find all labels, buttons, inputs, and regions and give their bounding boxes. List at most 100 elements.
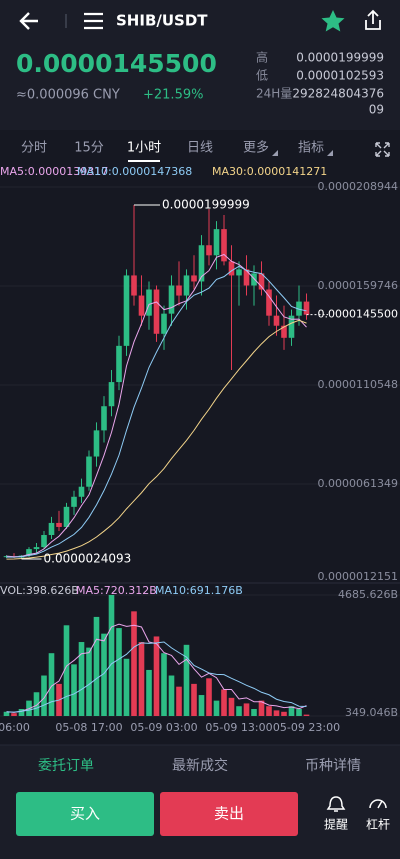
interval-tab[interactable]: 分时 — [21, 141, 47, 156]
candle-body — [101, 406, 107, 431]
y-tick-label: 0.0000012151 — [318, 570, 398, 583]
x-tick-label: 05-09 13:00 — [205, 721, 272, 734]
candle-body — [296, 301, 302, 316]
volume-bar — [243, 703, 250, 716]
volume-bar — [153, 636, 160, 716]
candle-body — [86, 456, 92, 487]
buy-label: 买入 — [70, 805, 100, 823]
interval-tab[interactable]: 15分 — [74, 141, 104, 156]
vol-label: 24H量 — [256, 87, 292, 101]
legend-entry: MA10:0.0000147368 — [77, 165, 192, 178]
high-label: 高 — [256, 50, 268, 65]
volume-bar — [228, 697, 235, 716]
buy-button[interactable] — [16, 792, 154, 836]
volume-bar — [131, 611, 137, 716]
candle-body — [236, 269, 242, 276]
share-button[interactable] — [365, 9, 381, 30]
volume-bar — [168, 675, 175, 716]
leverage-icon[interactable] — [369, 799, 387, 809]
ma-line — [6, 253, 307, 558]
candle-body — [266, 289, 272, 316]
x-tick-label: 05-09 03:00 — [130, 721, 197, 734]
menu-button[interactable] — [84, 12, 103, 30]
volume-bar — [251, 708, 257, 716]
volume-bar — [3, 711, 10, 716]
low-value: 0.0000102593 — [296, 69, 384, 83]
dropdown-icon — [327, 150, 333, 156]
volume-bar — [18, 708, 25, 716]
volume-bar — [86, 647, 92, 716]
candle-body — [161, 313, 167, 334]
leverage-label: 杠杆 — [366, 817, 390, 832]
candle-body — [48, 522, 55, 536]
low-label: 低 — [256, 69, 268, 83]
volume-bar — [273, 710, 280, 716]
volume-bar — [206, 678, 212, 716]
volume-bar — [116, 628, 122, 716]
volume-bar — [213, 700, 220, 716]
volume-bar — [138, 642, 145, 716]
volume-bar — [33, 692, 40, 716]
y-tick-label: 0.0000061349 — [318, 477, 398, 490]
volume-bar — [303, 714, 310, 716]
volume-bar — [183, 644, 190, 716]
pair: SHIB/USDT — [116, 12, 208, 30]
fullscreen-button[interactable] — [375, 142, 390, 157]
ma-line — [6, 265, 307, 558]
candle-body — [26, 549, 32, 556]
dropdown-icon — [272, 150, 278, 156]
legend-entry: MA30:0.0000141271 — [212, 165, 327, 178]
alert-label: 提醒 — [324, 817, 348, 832]
y-tick-label: 4685.626B — [338, 588, 398, 601]
sell-label: 卖出 — [214, 805, 244, 823]
interval-tab[interactable]: 1小时 — [127, 141, 161, 156]
candle-body — [288, 315, 295, 338]
volume-bar — [48, 653, 55, 716]
y-tick-label: 0.0000208944 — [318, 180, 398, 193]
candle-body — [176, 285, 182, 296]
y-tick-label: 0.0000110548 — [318, 378, 398, 391]
interval-tab[interactable]: 日线 — [187, 141, 213, 156]
candle-body — [191, 275, 197, 282]
tab[interactable]: 委托订单 — [38, 758, 94, 774]
volume-bar — [296, 708, 302, 716]
interval-tab[interactable]: 指标 — [298, 141, 324, 156]
candle-body — [213, 229, 220, 256]
volume-bar — [63, 625, 70, 716]
favorite-star[interactable] — [321, 10, 345, 32]
interval-tab[interactable]: 更多 — [243, 140, 269, 156]
vol-title: VOL:398.626B — [0, 584, 79, 597]
current-price: 0.0000145500 — [318, 308, 398, 321]
candle-body — [228, 261, 235, 276]
volume-bar — [258, 700, 265, 716]
y-tick-label: 349.046B — [345, 706, 398, 719]
volume-bar — [78, 642, 85, 716]
tab[interactable]: 最新成交 — [172, 757, 228, 774]
change: +21.59% — [143, 88, 203, 103]
chart-panel — [0, 130, 400, 745]
candle-body — [243, 269, 250, 286]
volume-bar — [281, 711, 287, 716]
legend-entry: MA10:691.176B — [155, 584, 243, 597]
candle-body — [41, 535, 47, 548]
volume-bar — [146, 669, 152, 716]
candle-body — [273, 315, 280, 326]
tab[interactable]: 币种详情 — [305, 758, 361, 774]
volume-bar — [41, 675, 47, 716]
vol-value: 292824804376 — [292, 87, 384, 101]
back-button[interactable] — [19, 12, 38, 30]
volume-bar — [236, 706, 242, 716]
candle-body — [138, 295, 145, 316]
candle-body — [71, 496, 77, 507]
candle-body — [198, 245, 205, 282]
sell-button[interactable] — [160, 792, 298, 836]
volume-bar — [93, 616, 100, 716]
cny-price: ≈0.000096 CNY — [16, 88, 120, 103]
legend-entry: MA5:720.312B — [76, 584, 157, 597]
high-value: 0.0000199999 — [296, 51, 384, 65]
tab-underline — [128, 160, 160, 162]
alert-icon[interactable] — [326, 796, 346, 812]
volume-bar — [71, 664, 77, 716]
candle-body — [168, 285, 175, 314]
candle-body — [146, 289, 152, 316]
